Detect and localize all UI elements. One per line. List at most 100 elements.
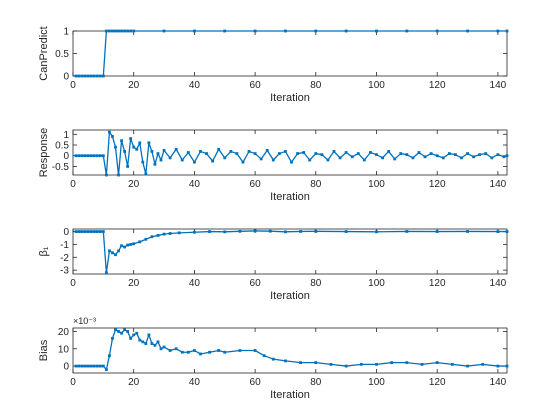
- data-point: [117, 29, 120, 33]
- x-tick-label: 100: [368, 377, 385, 388]
- x-tick-label: 140: [490, 80, 507, 91]
- plot-area: [72, 30, 508, 77]
- data-point: [399, 152, 403, 155]
- series-line: [76, 131, 508, 176]
- data-point: [381, 156, 384, 160]
- data-point: [271, 158, 275, 162]
- subplot-2: 0 20 40 60 80 100 120 140-0.500.51IterationResp…: [38, 128, 509, 203]
- x-axis-label: Iteration: [270, 191, 310, 203]
- data-point: [359, 362, 363, 366]
- data-point: [375, 230, 378, 234]
- data-point: [104, 368, 108, 371]
- x-tick-label: 0: [70, 80, 76, 91]
- y-tick-label: 0.5: [55, 49, 69, 60]
- data-point: [356, 152, 360, 155]
- y-tick-label: 0: [63, 72, 69, 83]
- data-point: [138, 338, 142, 342]
- data-point: [405, 230, 409, 233]
- data-point: [129, 336, 133, 340]
- data-point: [192, 29, 196, 33]
- data-point: [126, 243, 130, 247]
- subplot-3: 0 20 40 60 80 100 120 140 -3 -2 -1 0 Iteration β₁: [38, 227, 509, 302]
- data-point: [253, 29, 257, 33]
- y-axis-label: β₁: [38, 246, 50, 256]
- data-point: [484, 152, 488, 155]
- x-tick-label: 80: [310, 377, 322, 388]
- data-point: [314, 361, 318, 365]
- data-point: [111, 135, 114, 138]
- data-point: [217, 147, 221, 151]
- data-point: [98, 154, 102, 158]
- data-point: [141, 340, 145, 344]
- data-point: [496, 230, 500, 233]
- data-point: [156, 152, 160, 155]
- data-point: [423, 155, 427, 159]
- data-point: [454, 153, 457, 157]
- data-point: [150, 150, 154, 153]
- data-point: [186, 350, 190, 354]
- data-point: [247, 150, 251, 153]
- data-point: [253, 152, 257, 155]
- y-tick-label: 1: [63, 27, 69, 38]
- data-point: [80, 74, 84, 78]
- x-tick-label: 0: [70, 377, 76, 388]
- data-point: [89, 74, 93, 78]
- data-point: [147, 141, 151, 145]
- y-tick-label: -2: [60, 253, 69, 264]
- data-point: [192, 160, 196, 164]
- data-point: [478, 153, 482, 157]
- data-point: [390, 361, 394, 365]
- data-point: [83, 154, 87, 158]
- subplot-1: 0 20 40 60 80 100 120 140 0 0.5 1 Iteration CanPredi…: [38, 26, 509, 104]
- data-point: [505, 29, 509, 33]
- data-point: [296, 152, 299, 155]
- data-point: [86, 230, 90, 233]
- data-point: [362, 158, 366, 162]
- data-point: [329, 362, 333, 366]
- data-point: [135, 331, 139, 335]
- data-point: [129, 243, 133, 246]
- data-point: [320, 153, 324, 157]
- x-tick-label: 140: [490, 278, 507, 289]
- data-point: [375, 29, 378, 33]
- data-point: [180, 350, 184, 354]
- data-point: [162, 232, 166, 236]
- data-point: [505, 154, 509, 158]
- data-point: [144, 237, 148, 241]
- data-point: [120, 244, 123, 248]
- data-point: [490, 156, 494, 160]
- data-point: [74, 364, 78, 368]
- data-point: [126, 29, 130, 33]
- data-point: [92, 154, 96, 158]
- x-tick-label: 40: [189, 179, 201, 190]
- data-point: [344, 230, 348, 233]
- data-point: [460, 156, 463, 160]
- data-point: [89, 364, 93, 368]
- x-tick-label: 60: [250, 80, 262, 91]
- data-point: [314, 229, 318, 233]
- data-point: [369, 151, 372, 154]
- data-point: [271, 357, 275, 361]
- data-point: [435, 154, 439, 158]
- data-point: [77, 74, 81, 78]
- x-axis-label: Iteration: [270, 92, 310, 104]
- x-tick-label: 20: [128, 377, 140, 388]
- data-point: [405, 29, 409, 33]
- data-point: [435, 361, 439, 365]
- data-point: [466, 364, 469, 368]
- data-point: [114, 253, 117, 257]
- subplot-4: 0 20 40 60 80 100 120 140 0 10 20 Iteration Bias ×10⁻…: [38, 316, 509, 401]
- x-tick-label: 80: [310, 179, 322, 190]
- data-point: [174, 147, 178, 151]
- data-point: [104, 271, 108, 275]
- data-point: [117, 173, 120, 177]
- data-point: [277, 152, 281, 155]
- data-point: [284, 359, 287, 363]
- y-tick-label: 0: [63, 151, 69, 162]
- data-point: [241, 160, 245, 164]
- data-point: [104, 173, 108, 177]
- data-point: [205, 152, 208, 155]
- data-point: [192, 349, 196, 352]
- data-point: [168, 349, 172, 352]
